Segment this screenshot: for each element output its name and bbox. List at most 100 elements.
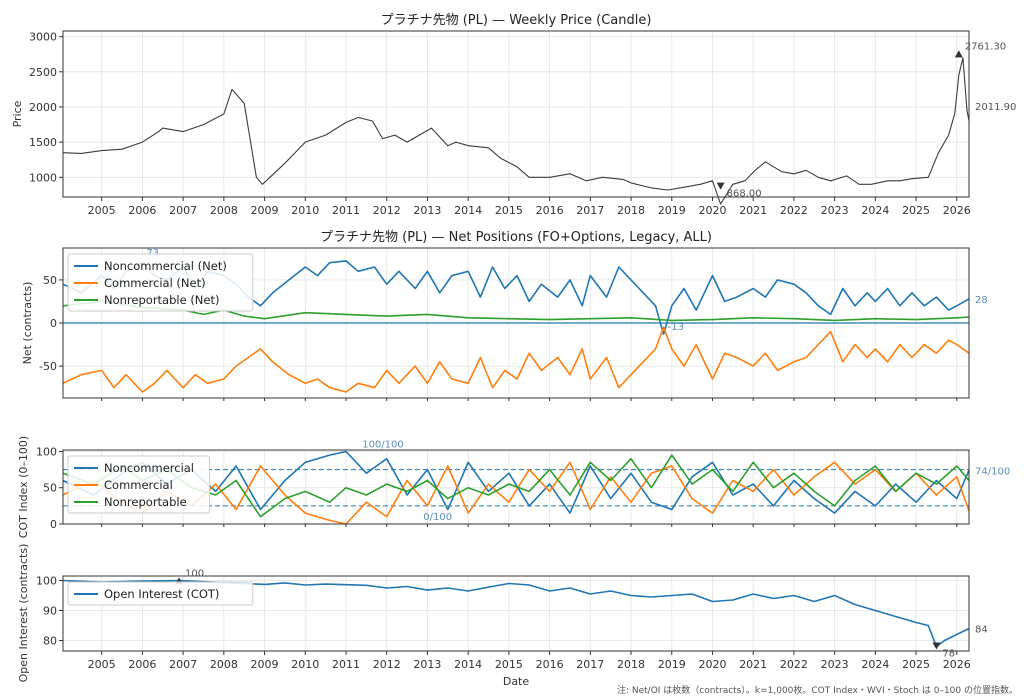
price-y-tick-1500: 1500	[29, 136, 57, 149]
price-x-tick-2010: 2010	[291, 204, 319, 217]
price-y-ticks: 1000 1500 2000 2500 3000	[29, 31, 63, 184]
cot-annotations: 100/100 0/100 74/100	[362, 439, 1010, 523]
price-x-tick-2025: 2025	[902, 204, 930, 217]
price-x-tick-2017: 2017	[576, 204, 604, 217]
oi-x-tick-2025: 2025	[902, 658, 930, 671]
cot-line-noncommercial	[62, 450, 970, 514]
price-x-tick-2020: 2020	[698, 204, 726, 217]
oi-y-ticks: 80 90 100	[36, 575, 63, 648]
oi-x-tick-2024: 2024	[861, 658, 889, 671]
price-x-tick-2007: 2007	[169, 204, 197, 217]
price-x-tick-2011: 2011	[332, 204, 360, 217]
net-annotation-13: -13	[668, 322, 684, 333]
cot-legend-label-noncommercial: Noncommercial	[104, 461, 194, 475]
price-y-tick-1000: 1000	[29, 171, 57, 184]
oi-x-ticks: 2005 2006 2007 2008 2009 2010 2011 2012 2013 2014…	[88, 651, 971, 671]
cot-legend: Noncommercial Commercial Nonreportable	[67, 455, 211, 514]
cot-y-axis-label: COT Index (0–100)	[17, 436, 30, 538]
oi-annotation-84: 84	[975, 625, 988, 636]
price-x-tick-2023: 2023	[821, 204, 849, 217]
price-annotation-marker-1	[716, 182, 725, 190]
oi-legend: Open Interest (COT)	[67, 581, 254, 606]
oi-legend-box	[67, 581, 254, 606]
price-x-tick-2009: 2009	[251, 204, 279, 217]
oi-x-tick-2020: 2020	[698, 658, 726, 671]
price-annotation-2011-90: 2011.90	[975, 102, 1016, 113]
price-grid	[63, 31, 969, 197]
price-line-series-0	[62, 57, 970, 205]
price-y-axis-label: Price	[11, 100, 24, 127]
price-x-tick-2024: 2024	[861, 204, 889, 217]
oi-x-tick-2014: 2014	[454, 658, 482, 671]
cot-y-tick-0: 0	[50, 518, 57, 531]
net-y-axis-label: Net (contracts)	[21, 282, 34, 365]
oi-annotation-marker-1	[932, 642, 941, 650]
oi-x-tick-2019: 2019	[658, 658, 686, 671]
price-x-tick-2018: 2018	[617, 204, 645, 217]
net-legend-box	[67, 253, 254, 312]
cot-x-ticks	[101, 524, 958, 527]
price-x-tick-2014: 2014	[454, 204, 482, 217]
price-x-ticks: 2005 2006 2007 2008 2009 2010 2011 2012 2013 2014…	[88, 197, 971, 217]
oi-x-tick-2022: 2022	[780, 658, 808, 671]
net-legend-label-commercial-net: Commercial (Net)	[104, 276, 206, 290]
oi-x-tick-2006: 2006	[128, 658, 156, 671]
cot-index-panel: 0 50 100 100/100 0/100 74/100 Noncommercial C…	[17, 436, 1010, 538]
cot-reference-lines	[63, 469, 969, 507]
price-y-tick-2000: 2000	[29, 101, 57, 114]
price-annotation-2761-30: 2761.30	[965, 41, 1006, 52]
oi-x-tick-2023: 2023	[821, 658, 849, 671]
oi-x-tick-2011: 2011	[332, 658, 360, 671]
price-x-tick-2008: 2008	[210, 204, 238, 217]
oi-annotation-100: 100	[185, 569, 204, 580]
net-line-commercial-net	[62, 326, 970, 393]
price-series	[62, 57, 970, 205]
cot-line-nonreportable	[62, 454, 970, 518]
cot-annotation-74-100: 74/100	[975, 466, 1010, 477]
price-y-tick-3000: 3000	[29, 31, 57, 44]
price-x-tick-2005: 2005	[88, 204, 116, 217]
net-annotation-28: 28	[975, 295, 988, 306]
net-y-tick-50: -50	[39, 360, 57, 373]
price-x-tick-2019: 2019	[658, 204, 686, 217]
oi-annotation-78: 78	[942, 649, 955, 660]
oi-x-tick-2012: 2012	[373, 658, 401, 671]
cot-plot-frame	[62, 449, 970, 525]
price-x-tick-2006: 2006	[128, 204, 156, 217]
price-chart-title: プラチナ先物 (PL) — Weekly Price (Candle)	[381, 13, 652, 28]
oi-x-tick-2015: 2015	[495, 658, 523, 671]
price-annotation-868-00: 868.00	[727, 189, 762, 200]
price-x-tick-2015: 2015	[495, 204, 523, 217]
oi-x-tick-2013: 2013	[413, 658, 441, 671]
oi-y-tick-100: 100	[36, 575, 57, 588]
price-y-tick-2500: 2500	[29, 66, 57, 79]
cot-annotation-0-100: 0/100	[423, 512, 452, 523]
oi-x-tick-2009: 2009	[251, 658, 279, 671]
cot-series	[62, 450, 970, 525]
oi-series	[62, 579, 970, 648]
oi-line-open-interest-cot	[62, 579, 970, 648]
oi-grid	[63, 576, 969, 651]
oi-x-tick-2021: 2021	[739, 658, 767, 671]
cot-legend-label-nonreportable: Nonreportable	[104, 495, 187, 509]
cot-y-tick-50: 50	[43, 482, 57, 495]
oi-x-tick-2017: 2017	[576, 658, 604, 671]
price-plot-frame	[62, 30, 970, 198]
price-x-tick-2022: 2022	[780, 204, 808, 217]
oi-annotations: 100 78 84	[175, 569, 988, 660]
oi-x-tick-2026: 2026	[943, 658, 971, 671]
oi-y-tick-90: 90	[43, 605, 57, 618]
oi-x-tick-2018: 2018	[617, 658, 645, 671]
price-annotation-marker-0	[954, 50, 963, 58]
net-x-ticks	[101, 398, 958, 401]
cot-annotation-100-100: 100/100	[362, 439, 404, 450]
net-legend-label-noncommercial-net: Noncommercial (Net)	[104, 259, 227, 273]
net-chart-title: プラチナ先物 (PL) — Net Positions (FO+Options,…	[320, 230, 712, 245]
price-panel: プラチナ先物 (PL) — Weekly Price (Candle) 1000…	[11, 13, 1016, 217]
price-annotations: 2761.30 868.00 2011.90	[716, 41, 1016, 200]
net-positions-panel: プラチナ先物 (PL) — Net Positions (FO+Options,…	[21, 230, 988, 401]
net-y-ticks: -50 0 50	[39, 274, 63, 373]
net-y-tick-50: 50	[43, 274, 57, 287]
